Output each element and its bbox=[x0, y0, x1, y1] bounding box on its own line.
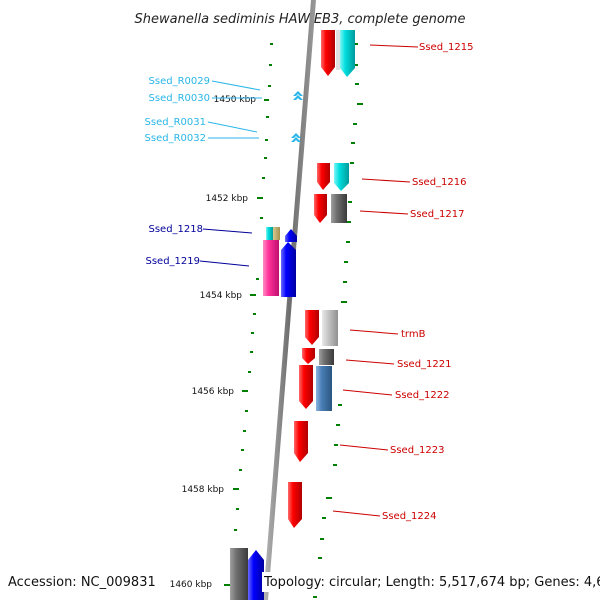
genome-title: Shewanella sediminis HAW-EB3, complete g… bbox=[135, 12, 466, 27]
right-gene-labels: Ssed_1215 Ssed_1216 Ssed_1217 trmB Ssed_… bbox=[382, 42, 474, 522]
gene-ssed-1217[interactable] bbox=[314, 194, 347, 223]
gene-ssed-1222[interactable] bbox=[299, 365, 332, 411]
rna-markers[interactable] bbox=[291, 91, 303, 142]
kbp-label-1452: 1452 kbp bbox=[206, 194, 249, 204]
kbp-label-1458: 1458 kbp bbox=[182, 485, 225, 495]
gene-ssed-1223[interactable] bbox=[294, 421, 308, 462]
topology-text: Topology: circular; Length: 5,517,674 bp… bbox=[263, 575, 600, 590]
label-ssed-1217[interactable]: Ssed_1217 bbox=[410, 209, 465, 220]
label-ssed-r0029[interactable]: Ssed_R0029 bbox=[149, 76, 210, 87]
right-label-leaders bbox=[332, 44, 419, 517]
label-ssed-1216[interactable]: Ssed_1216 bbox=[412, 177, 467, 188]
left-blue-labels: Ssed_1218 Ssed_1219 bbox=[145, 224, 203, 267]
kbp-label-1450: 1450 kbp bbox=[214, 95, 257, 105]
left-tick-track bbox=[224, 43, 273, 586]
kbp-label-1460: 1460 kbp bbox=[170, 580, 213, 590]
label-ssed-1218[interactable]: Ssed_1218 bbox=[148, 224, 203, 235]
left-rna-leaders bbox=[207, 80, 262, 139]
gene-trmb[interactable] bbox=[305, 310, 338, 346]
gene-ssed-1216[interactable] bbox=[317, 163, 349, 191]
genome-backbone bbox=[263, 0, 316, 600]
label-ssed-1221[interactable]: Ssed_1221 bbox=[397, 359, 452, 370]
gene-ssed-1215[interactable] bbox=[321, 30, 355, 77]
gene-ssed-1218[interactable] bbox=[266, 227, 297, 242]
left-blue-leaders bbox=[199, 228, 253, 267]
label-ssed-1219[interactable]: Ssed_1219 bbox=[145, 256, 200, 267]
left-rna-labels: Ssed_R0029 Ssed_R0030 Ssed_R0031 Ssed_R0… bbox=[145, 76, 210, 144]
gene-ssed-1221[interactable] bbox=[302, 348, 334, 365]
label-ssed-r0031[interactable]: Ssed_R0031 bbox=[145, 117, 206, 128]
label-ssed-r0030[interactable]: Ssed_R0030 bbox=[149, 93, 210, 104]
label-ssed-1222[interactable]: Ssed_1222 bbox=[395, 390, 450, 401]
kbp-markers: 1450 kbp 1452 kbp 1454 kbp 1456 kbp 1458… bbox=[170, 95, 257, 590]
right-tick-track bbox=[313, 43, 363, 598]
accession-text: Accession: NC_009831 bbox=[8, 575, 156, 590]
label-ssed-1224[interactable]: Ssed_1224 bbox=[382, 511, 437, 522]
label-ssed-r0032[interactable]: Ssed_R0032 bbox=[145, 133, 206, 144]
kbp-label-1454: 1454 kbp bbox=[200, 291, 243, 301]
gene-ssed-1224[interactable] bbox=[288, 482, 302, 528]
gene-ssed-1219[interactable] bbox=[263, 240, 296, 297]
kbp-label-1456: 1456 kbp bbox=[192, 387, 235, 397]
label-ssed-1215[interactable]: Ssed_1215 bbox=[419, 42, 474, 53]
label-trmb[interactable]: trmB bbox=[401, 329, 426, 340]
gene-bottom-partial[interactable] bbox=[230, 548, 264, 600]
label-ssed-1223[interactable]: Ssed_1223 bbox=[390, 445, 445, 456]
